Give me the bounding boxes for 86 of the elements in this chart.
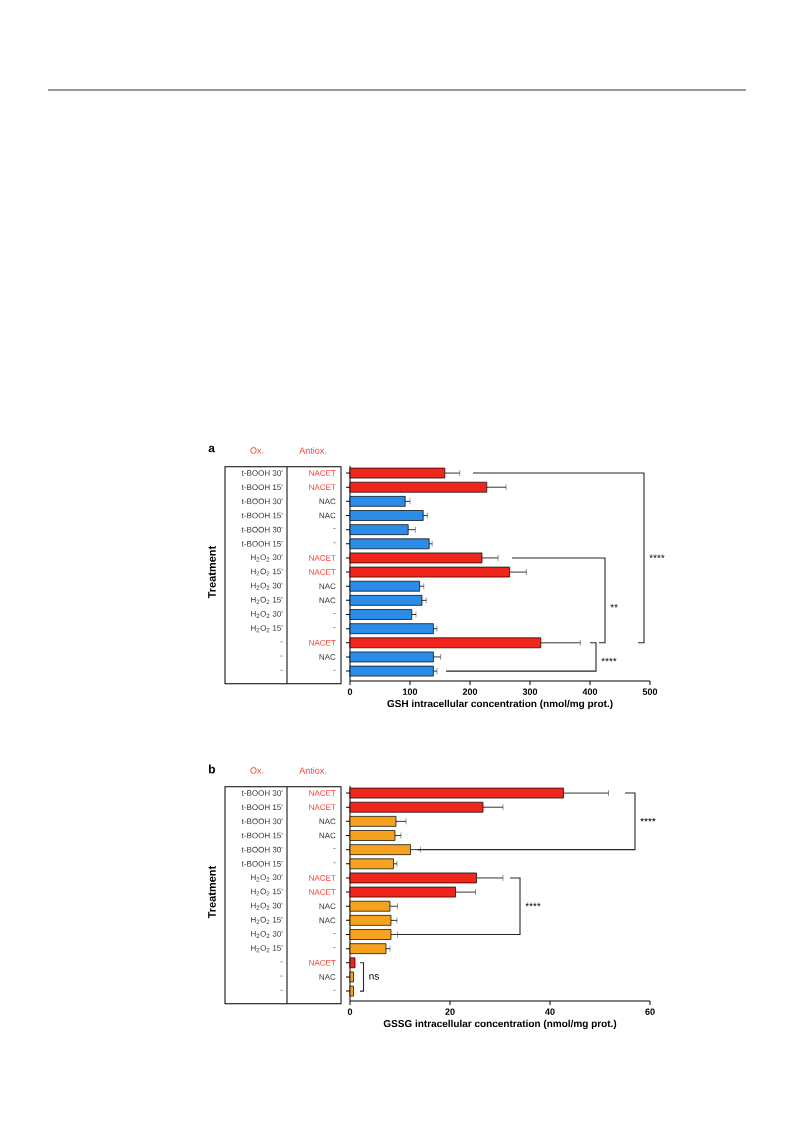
x-tick-label: 40 bbox=[545, 1008, 555, 1015]
y-axis-title: Treatment bbox=[208, 865, 216, 919]
y2-tick-label: - bbox=[333, 862, 336, 864]
y-tick-label: - bbox=[280, 655, 283, 657]
y-tick-label: H$_{2}$O$_{2}$ 15' bbox=[251, 625, 283, 633]
y-tick-label: H$_{2}$O$_{2}$ 30' bbox=[251, 874, 283, 882]
y-tick-label: H$_{2}$O$_{2}$ 15' bbox=[251, 596, 283, 604]
x-tick-label: 400 bbox=[582, 688, 598, 695]
y-tick-label: t-BOOH 30' bbox=[241, 846, 283, 853]
y2-tick-label: NAC bbox=[319, 903, 336, 910]
y-tick-label: t-BOOH 15' bbox=[241, 484, 283, 491]
y2-tick-label: - bbox=[333, 627, 336, 629]
y2-tick-label: NAC bbox=[319, 597, 336, 604]
x-tick-label: 20 bbox=[445, 1008, 455, 1015]
x-tick-label: 0 bbox=[347, 1008, 353, 1015]
y2-tick-label: NAC bbox=[319, 832, 336, 839]
y-tick-label: H$_{2}$O$_{2}$ 30' bbox=[251, 902, 283, 910]
y-tick-label: - bbox=[280, 641, 283, 643]
y-tick-label: t-BOOH 15' bbox=[241, 804, 283, 811]
y-axis-title: Treatment bbox=[208, 545, 216, 599]
y2-tick-label: NACET bbox=[309, 555, 336, 561]
annotation: **** bbox=[640, 817, 656, 822]
y2-tick-label: - bbox=[333, 947, 336, 949]
annotation: **** bbox=[601, 657, 617, 662]
y2-tick-label: NACET bbox=[309, 470, 336, 476]
y-tick-label: H$_{2}$O$_{2}$ 15' bbox=[251, 568, 283, 576]
y2-tick-label: NAC bbox=[319, 974, 336, 980]
x-axis-title: GSSG intracellular concentration (nmol/mg prot.) bbox=[383, 1019, 617, 1030]
text: a bbox=[208, 445, 215, 453]
y-tick-label: H$_{2}$O$_{2}$ 30' bbox=[251, 582, 283, 590]
y-tick-label: t-BOOH 30' bbox=[241, 818, 283, 825]
y2-tick-label: - bbox=[333, 542, 336, 544]
y-tick-label: t-BOOH 30' bbox=[241, 790, 283, 796]
y2-tick-label: NACET bbox=[309, 639, 336, 646]
y2-tick-label: NACET bbox=[309, 804, 336, 811]
y2-tick-label: NACET bbox=[309, 484, 336, 491]
y2-tick-label: NAC bbox=[319, 583, 336, 590]
y-tick-label: - bbox=[280, 669, 283, 671]
text: Antiox. bbox=[299, 447, 326, 454]
y-tick-label: t-BOOH 30' bbox=[241, 498, 283, 505]
x-tick-label: 0 bbox=[347, 688, 353, 695]
y2-tick-label: NAC bbox=[319, 512, 336, 519]
y2-tick-label: - bbox=[333, 933, 336, 934]
y-tick-label: H$_{2}$O$_{2}$ 30' bbox=[251, 554, 283, 562]
y2-tick-label: NAC bbox=[319, 654, 336, 660]
y2-tick-label: NACET bbox=[309, 889, 336, 895]
text: Ox. bbox=[250, 447, 264, 454]
text: Ox. bbox=[250, 767, 264, 774]
text: b bbox=[208, 764, 216, 774]
x-tick-label: 60 bbox=[645, 1008, 655, 1015]
y2-tick-label: - bbox=[333, 848, 336, 850]
y-tick-label: t-BOOH 30' bbox=[241, 470, 283, 476]
y2-tick-label: NAC bbox=[319, 498, 336, 505]
x-tick-label: 200 bbox=[462, 688, 478, 695]
y2-tick-label: - bbox=[333, 669, 336, 671]
y-tick-label: H$_{2}$O$_{2}$ 30' bbox=[251, 931, 283, 939]
y-tick-label: - bbox=[280, 961, 283, 963]
annotation: **** bbox=[649, 554, 665, 558]
y-tick-label: H$_{2}$O$_{2}$ 15' bbox=[251, 888, 283, 896]
y-tick-label: t-BOOH 30' bbox=[241, 526, 283, 533]
y-tick-label: t-BOOH 15' bbox=[241, 512, 283, 519]
y-tick-label: - bbox=[280, 989, 283, 991]
annotation: **** bbox=[525, 902, 541, 907]
y2-tick-label: - bbox=[333, 989, 336, 991]
y-tick-label: t-BOOH 15' bbox=[241, 540, 283, 547]
y-tick-label: t-BOOH 15' bbox=[241, 860, 283, 867]
x-tick-label: 300 bbox=[522, 688, 538, 695]
y2-tick-label: - bbox=[333, 613, 336, 614]
y2-tick-label: NACET bbox=[309, 569, 336, 575]
y-tick-label: - bbox=[280, 975, 283, 977]
y2-tick-label: NACET bbox=[309, 959, 336, 966]
annotation: ns bbox=[369, 974, 379, 980]
x-axis-title: GSH intracellular concentration (nmol/mg prot.) bbox=[387, 699, 613, 710]
y2-tick-label: - bbox=[333, 528, 336, 530]
y-tick-label: t-BOOH 15' bbox=[241, 832, 283, 839]
y2-tick-label: NAC bbox=[319, 818, 336, 825]
y-tick-label: H$_{2}$O$_{2}$ 30' bbox=[251, 611, 283, 619]
y2-tick-label: NACET bbox=[309, 875, 336, 881]
x-tick-label: 500 bbox=[642, 688, 658, 695]
annotation: ** bbox=[610, 604, 618, 608]
y2-tick-label: NACET bbox=[309, 790, 336, 796]
x-tick-label: 100 bbox=[403, 688, 418, 695]
y2-tick-label: NAC bbox=[319, 917, 336, 924]
text: Antiox. bbox=[299, 767, 326, 774]
y-tick-label: H$_{2}$O$_{2}$ 15' bbox=[251, 945, 283, 953]
y-tick-label: H$_{2}$O$_{2}$ 15' bbox=[251, 916, 283, 924]
